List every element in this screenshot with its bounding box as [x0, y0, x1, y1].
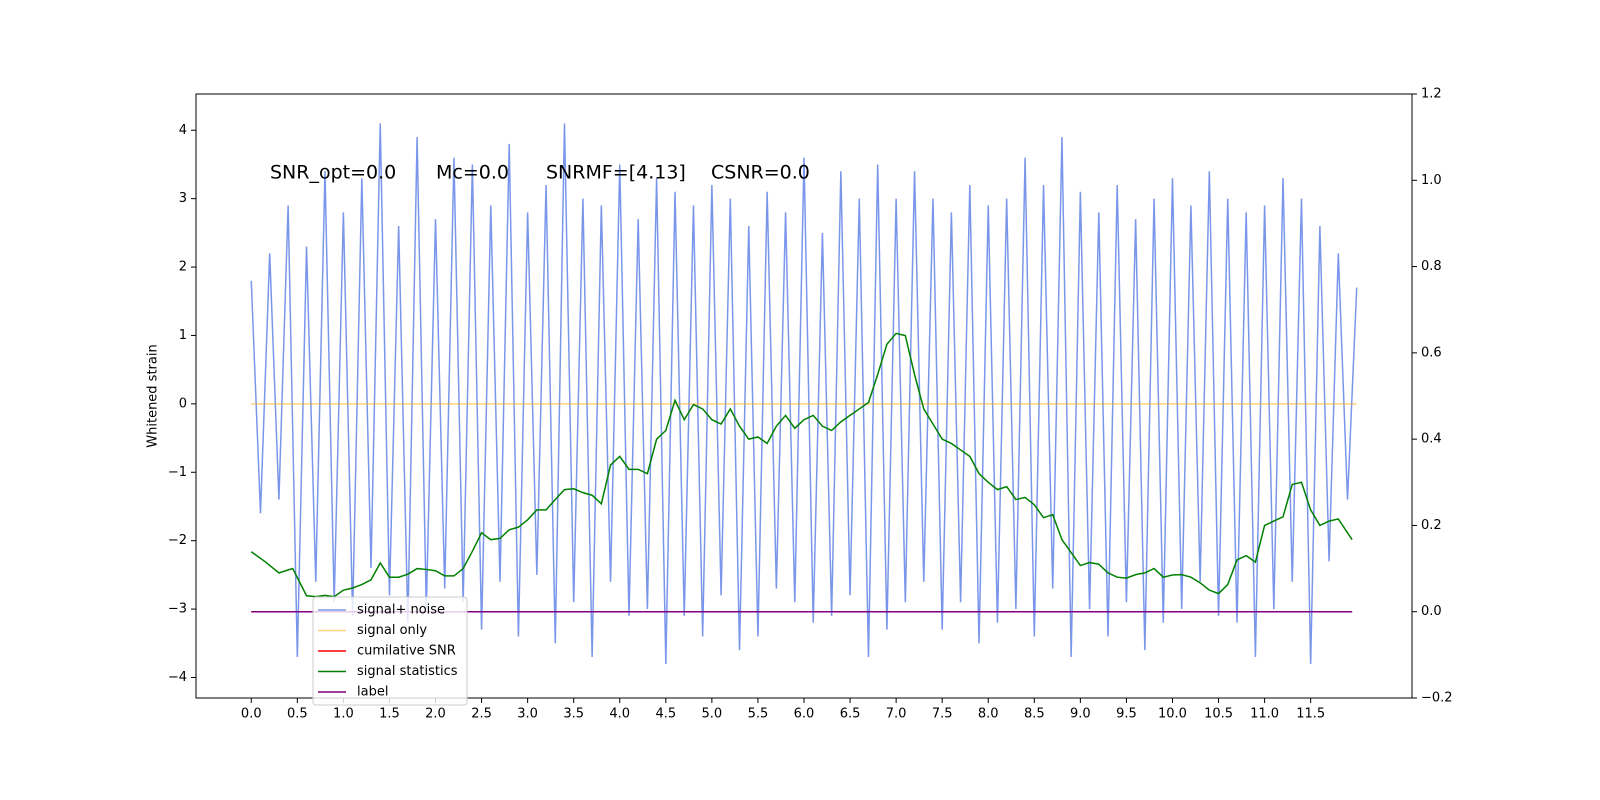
- legend-label: signal only: [357, 623, 427, 638]
- x-tick-label: 5.0: [702, 707, 723, 722]
- x-tick-label: 1.5: [379, 707, 400, 722]
- y2-tick-label: 1.2: [1421, 87, 1442, 102]
- series-line: [250, 332, 1353, 598]
- annotation: Mc=0.0: [436, 162, 509, 184]
- y-axis-label: Whitened strain: [146, 344, 161, 447]
- plot-frame: [195, 93, 1413, 699]
- x-tick-label: 11.0: [1250, 707, 1279, 722]
- y2-tick-label: 0.8: [1421, 259, 1442, 274]
- y2-tick-label: 0.2: [1421, 518, 1442, 533]
- x-tick-label: 6.5: [840, 707, 861, 722]
- legend-label: label: [357, 685, 388, 700]
- y-tick-label: 1: [179, 328, 187, 343]
- y2-tick-label: −0.2: [1421, 691, 1453, 706]
- y2-tick-label: 0.6: [1421, 345, 1442, 360]
- x-tick-label: 11.5: [1296, 707, 1325, 722]
- x-tick-label: 7.0: [886, 707, 907, 722]
- x-tick-label: 4.5: [655, 707, 676, 722]
- x-tick-label: 2.5: [471, 707, 492, 722]
- x-tick-label: 5.5: [748, 707, 769, 722]
- x-tick-label: 6.0: [794, 707, 815, 722]
- x-tick-label: 8.5: [1024, 707, 1045, 722]
- y-tick-label: 2: [179, 260, 187, 275]
- y2-tick-label: 0.4: [1421, 432, 1442, 447]
- x-tick-label: 9.0: [1070, 707, 1091, 722]
- y-tick-label: −1: [168, 465, 187, 480]
- annotation: CSNR=0.0: [711, 162, 810, 184]
- x-tick-label: 2.0: [425, 707, 446, 722]
- y-tick-label: −3: [168, 602, 187, 617]
- annotation: SNRMF=[4.13]: [546, 162, 686, 184]
- y2-tick-label: 0.0: [1421, 604, 1442, 619]
- x-tick-label: 10.0: [1158, 707, 1187, 722]
- legend-box: [312, 596, 468, 706]
- x-tick-label: 0.5: [287, 707, 308, 722]
- series-line: [250, 123, 1358, 664]
- x-tick-label: 3.0: [517, 707, 538, 722]
- legend: signal+ noise signal only cumilative SNR si…: [312, 596, 468, 706]
- annotation: SNR_opt=0.0: [270, 162, 396, 184]
- x-tick-label: 8.0: [978, 707, 999, 722]
- x-tick-label: 4.0: [609, 707, 630, 722]
- x-tick-label: 9.5: [1116, 707, 1137, 722]
- x-tick-label: 0.0: [241, 707, 262, 722]
- legend-label: cumilative SNR: [357, 644, 456, 659]
- y-tick-label: 3: [179, 191, 187, 206]
- y-tick-label: −2: [168, 533, 187, 548]
- x-tick-label: 10.5: [1204, 707, 1233, 722]
- legend-label: signal+ noise: [357, 603, 445, 618]
- x-tick-label: 3.5: [563, 707, 584, 722]
- x-tick-label: 7.5: [932, 707, 953, 722]
- x-tick-label: 1.0: [333, 707, 354, 722]
- y-tick-label: 0: [179, 396, 187, 411]
- y-tick-label: 4: [179, 123, 187, 138]
- y2-tick-label: 1.0: [1421, 173, 1442, 188]
- legend-label: signal statistics: [357, 664, 458, 679]
- y-tick-label: −4: [168, 670, 187, 685]
